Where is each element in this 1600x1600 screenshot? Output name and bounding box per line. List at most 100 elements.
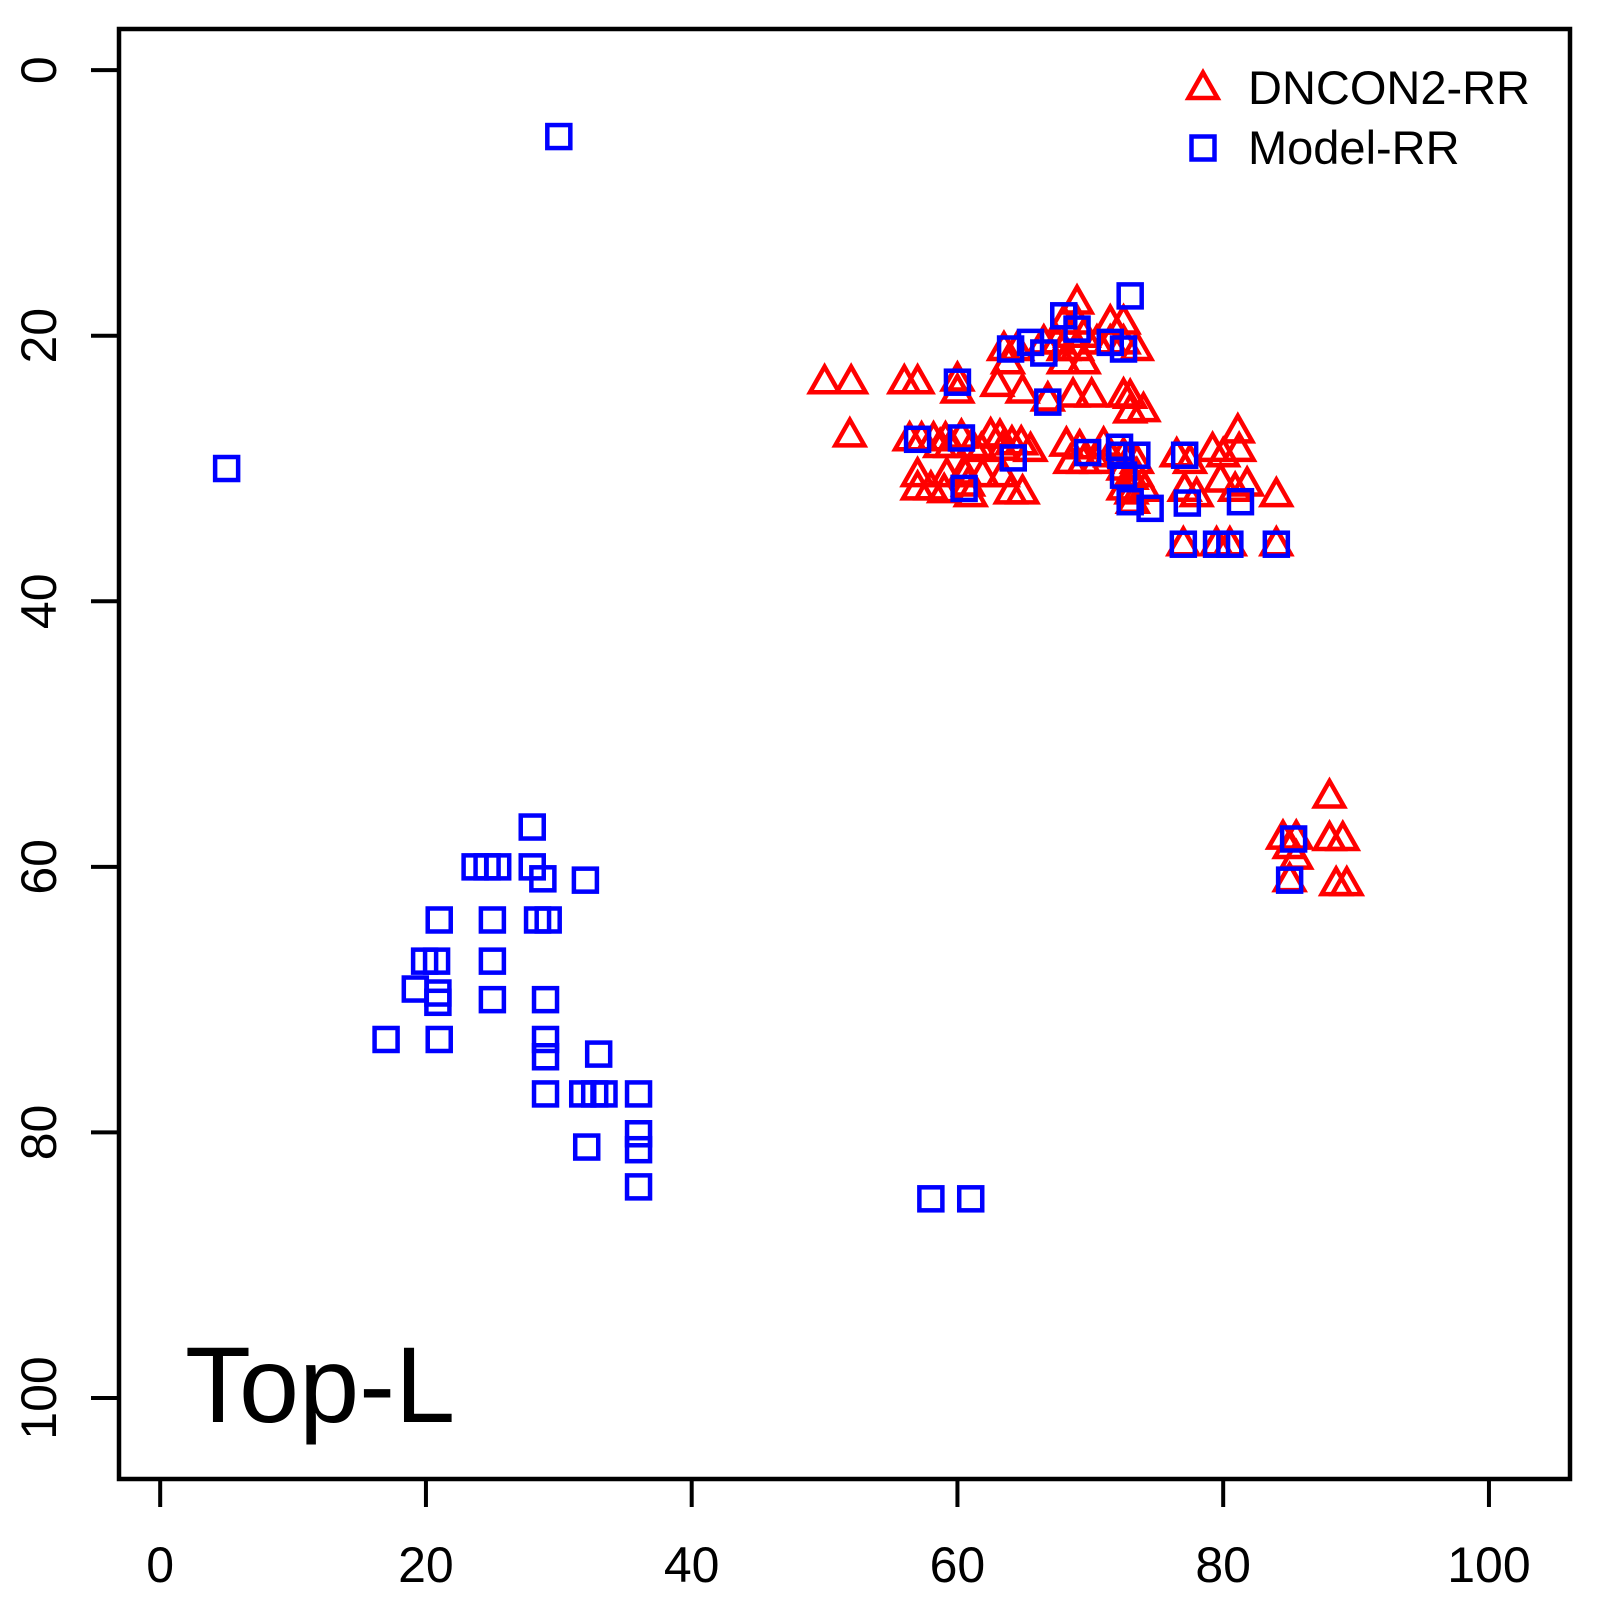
data-point-model-rr bbox=[1279, 825, 1308, 853]
data-point-model-rr bbox=[1216, 530, 1244, 558]
x-tick-label: 100 bbox=[1447, 1537, 1530, 1593]
data-point-dncon2-rr bbox=[1324, 818, 1362, 852]
x-tick-label: 60 bbox=[930, 1537, 986, 1593]
data-point-dncon2-rr bbox=[945, 452, 983, 485]
data-point-dncon2-rr bbox=[964, 455, 1002, 488]
legend-entry-label: Model-RR bbox=[1248, 121, 1460, 174]
data-point-model-rr bbox=[590, 1080, 618, 1108]
data-point-dncon2-rr bbox=[1078, 441, 1116, 475]
data-point-model-rr bbox=[624, 1173, 653, 1201]
data-point-model-rr bbox=[1136, 494, 1164, 523]
x-tick-label: 80 bbox=[1195, 1537, 1251, 1593]
data-point-model-rr bbox=[584, 1040, 613, 1068]
data-point-model-rr bbox=[483, 853, 512, 881]
data-point-dncon2-rr bbox=[832, 362, 870, 395]
data-point-dncon2-rr bbox=[932, 425, 970, 459]
legend-entry-label: DNCON2-RR bbox=[1248, 61, 1530, 114]
data-point-model-rr bbox=[1034, 388, 1062, 416]
data-point-model-rr bbox=[903, 425, 932, 454]
data-point-model-rr bbox=[1173, 489, 1202, 517]
data-point-dncon2-rr bbox=[1126, 469, 1164, 503]
legend-triangle-icon bbox=[1184, 67, 1222, 101]
data-point-dncon2-rr bbox=[1257, 475, 1295, 508]
data-point-model-rr bbox=[572, 1133, 601, 1161]
data-point-model-rr bbox=[478, 906, 507, 934]
data-point-model-rr bbox=[947, 424, 976, 452]
y-tick-label: 80 bbox=[11, 1105, 67, 1161]
data-point-model-rr bbox=[1170, 441, 1199, 469]
y-tick-label: 40 bbox=[11, 573, 67, 629]
data-point-model-rr bbox=[1109, 461, 1138, 489]
data-point-model-rr bbox=[401, 975, 430, 1003]
data-point-dncon2-rr bbox=[1029, 379, 1067, 412]
data-point-model-rr bbox=[624, 1080, 653, 1108]
data-point-dncon2-rr bbox=[1004, 472, 1041, 505]
data-point-model-rr bbox=[917, 1185, 945, 1213]
data-point-model-rr bbox=[1116, 487, 1144, 516]
data-point-dncon2-rr bbox=[831, 415, 869, 448]
data-point-model-rr bbox=[1262, 530, 1291, 558]
data-point-dncon2-rr bbox=[1054, 375, 1092, 408]
data-point-model-rr bbox=[999, 444, 1028, 472]
x-tick-label: 20 bbox=[398, 1537, 454, 1593]
data-point-dncon2-rr bbox=[1202, 460, 1239, 493]
data-point-dncon2-rr bbox=[1111, 376, 1149, 410]
data-point-model-rr bbox=[545, 122, 573, 151]
data-point-model-rr bbox=[1063, 315, 1091, 343]
data-point-model-rr bbox=[531, 985, 560, 1014]
data-point-model-rr bbox=[1107, 441, 1135, 469]
data-point-model-rr bbox=[531, 1025, 560, 1054]
data-point-model-rr bbox=[422, 947, 451, 975]
data-point-dncon2-rr bbox=[806, 362, 843, 395]
data-point-dncon2-rr bbox=[899, 455, 936, 488]
data-point-dncon2-rr bbox=[1125, 390, 1162, 423]
data-point-model-rr bbox=[1116, 282, 1144, 310]
data-point-model-rr bbox=[212, 454, 241, 483]
data-point-model-rr bbox=[956, 1185, 985, 1213]
data-point-dncon2-rr bbox=[984, 455, 1021, 488]
data-point-dncon2-rr bbox=[1228, 464, 1266, 497]
data-point-dncon2-rr bbox=[939, 359, 976, 392]
data-point-model-rr bbox=[1226, 487, 1255, 516]
data-point-dncon2-rr bbox=[1073, 375, 1111, 408]
data-point-model-rr bbox=[1275, 866, 1304, 894]
data-point-model-rr bbox=[950, 474, 978, 503]
data-point-model-rr bbox=[1169, 530, 1198, 558]
data-point-dncon2-rr bbox=[1065, 342, 1103, 375]
y-tick-label: 60 bbox=[11, 839, 67, 895]
plot-border bbox=[116, 26, 1573, 1482]
x-tick-label: 40 bbox=[664, 1537, 720, 1593]
data-point-model-rr bbox=[531, 1042, 560, 1071]
data-point-model-rr bbox=[478, 947, 507, 975]
data-point-model-rr bbox=[478, 985, 507, 1014]
y-tick-label: 20 bbox=[11, 308, 67, 364]
data-point-model-rr bbox=[425, 1025, 453, 1054]
data-point-model-rr bbox=[518, 813, 546, 841]
data-point-dncon2-rr bbox=[1216, 469, 1254, 503]
data-point-model-rr bbox=[529, 865, 557, 893]
data-point-model-rr bbox=[534, 906, 562, 934]
data-point-model-rr bbox=[425, 906, 453, 934]
data-point-model-rr bbox=[1073, 438, 1102, 467]
y-tick-label: 100 bbox=[11, 1356, 67, 1439]
data-point-dncon2-rr bbox=[899, 362, 936, 395]
data-point-dncon2-rr bbox=[1328, 864, 1366, 897]
y-tick-label: 0 bbox=[11, 56, 67, 84]
data-point-dncon2-rr bbox=[939, 371, 976, 404]
data-point-dncon2-rr bbox=[1311, 776, 1348, 809]
data-point-model-rr bbox=[531, 1080, 560, 1108]
data-point-dncon2-rr bbox=[978, 364, 1016, 398]
data-point-model-rr bbox=[943, 368, 972, 396]
data-point-model-rr bbox=[1030, 339, 1058, 367]
data-point-model-rr bbox=[624, 1120, 653, 1148]
data-point-dncon2-rr bbox=[952, 475, 990, 508]
data-point-model-rr bbox=[571, 866, 600, 894]
data-point-model-rr bbox=[996, 335, 1025, 363]
plot-annotation: Top-L bbox=[185, 1324, 455, 1445]
data-point-dncon2-rr bbox=[1219, 411, 1257, 444]
data-point-model-rr bbox=[624, 1135, 653, 1164]
data-point-model-rr bbox=[372, 1025, 400, 1054]
x-tick-label: 0 bbox=[146, 1537, 174, 1593]
